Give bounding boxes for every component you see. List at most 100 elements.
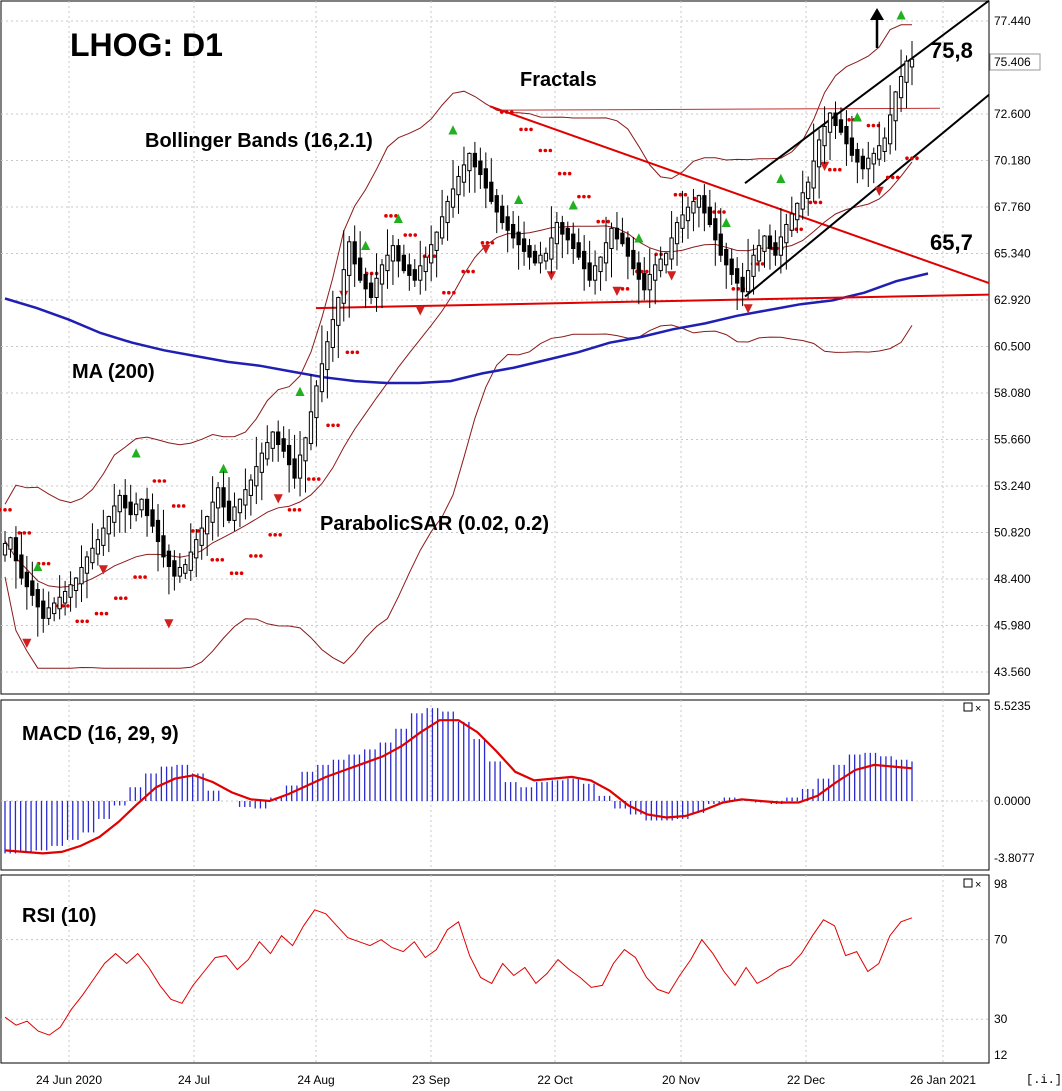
candle-body xyxy=(188,551,193,571)
sar-dot xyxy=(99,611,104,616)
candle-body xyxy=(620,232,625,245)
sar-dot xyxy=(562,171,567,176)
sar-dot xyxy=(408,233,413,237)
scroll-end-icon[interactable]: [.i.] xyxy=(1026,1073,1062,1087)
ma200-line xyxy=(4,272,929,385)
candle-body xyxy=(773,242,778,256)
fractal-down-icon: ▼ xyxy=(612,284,622,298)
candle-body xyxy=(565,227,570,241)
price-tick-label: 65.340 xyxy=(994,247,1031,261)
rsi-tick-label: 70 xyxy=(994,933,1008,947)
candle-body xyxy=(833,112,838,127)
candle-body xyxy=(308,411,314,445)
grid-layer xyxy=(1,1,989,1063)
sar-dot xyxy=(181,504,186,508)
sar-dot xyxy=(152,479,157,483)
candle-body xyxy=(860,155,865,170)
candle-body xyxy=(767,235,773,250)
candle-body xyxy=(325,341,330,371)
sar-dot xyxy=(461,269,465,274)
target-label: 75,8 xyxy=(930,38,973,63)
rsi-close-icon[interactable]: × xyxy=(975,879,981,891)
candle-body xyxy=(112,505,117,523)
candle-body xyxy=(68,584,73,598)
fractal-up-icon: ▲ xyxy=(569,197,579,211)
candle-body xyxy=(521,238,527,252)
macd-tick-label: 5.5235 xyxy=(994,699,1031,713)
sar-dot xyxy=(292,508,297,512)
sar-dot xyxy=(143,575,147,579)
candle-body xyxy=(647,273,652,291)
sar-dot xyxy=(543,148,548,153)
candle-body xyxy=(800,192,805,210)
sar-dot xyxy=(808,200,813,205)
candle-body xyxy=(680,214,685,229)
sar-dot xyxy=(85,619,89,624)
candle-body xyxy=(286,444,292,466)
candle-body xyxy=(368,282,374,299)
fractal-up-icon: ▲ xyxy=(295,384,305,398)
candle-body xyxy=(609,227,614,250)
price-tick-label: 67.760 xyxy=(994,200,1031,214)
sar-label: ParabolicSAR (0.02, 0.2) xyxy=(320,513,549,535)
fractal-down-icon: ▼ xyxy=(547,268,557,282)
candle-body xyxy=(358,257,363,281)
sar-dot xyxy=(278,533,282,537)
price-tick-label: 43.560 xyxy=(994,665,1031,679)
macd-close-icon[interactable]: × xyxy=(975,703,981,715)
fractal-up-icon: ▲ xyxy=(132,445,142,459)
candle-body xyxy=(62,590,68,604)
rsi-window-button[interactable] xyxy=(963,878,973,888)
candle-body xyxy=(429,244,434,264)
candle-body xyxy=(374,277,379,299)
candle-body xyxy=(653,264,658,281)
candle-body xyxy=(762,235,767,252)
sar-dot xyxy=(866,123,871,128)
sar-dot xyxy=(113,596,118,601)
price-tick-label: 53.240 xyxy=(994,479,1031,493)
candle-body xyxy=(702,195,707,214)
candle-body xyxy=(877,145,882,160)
sar-dot xyxy=(215,557,220,562)
sar-dot xyxy=(268,533,272,537)
price-tick-label: 70.180 xyxy=(994,154,1031,168)
candle-body xyxy=(685,206,691,222)
sar-dot xyxy=(46,561,51,566)
macd-tick-label: 0.0000 xyxy=(994,794,1031,808)
candle-body xyxy=(614,227,620,240)
candle-body xyxy=(888,114,893,145)
price-tick-label: 58.080 xyxy=(994,386,1031,400)
candle-body xyxy=(450,188,456,208)
candle-body xyxy=(636,262,641,280)
sar-dot xyxy=(833,167,837,172)
fractal-high-line xyxy=(499,107,941,111)
sar-dot xyxy=(731,287,736,291)
fractal-up-icon: ▲ xyxy=(219,460,229,474)
sar-dot xyxy=(123,596,128,601)
candle-body xyxy=(265,442,270,460)
price-tick-label: 62.920 xyxy=(994,293,1031,307)
candle-body xyxy=(827,112,833,133)
up-arrow-head-icon xyxy=(870,8,884,20)
candle-body xyxy=(855,149,860,163)
candle-body xyxy=(816,139,822,168)
candle-body xyxy=(363,273,368,290)
candle-body xyxy=(871,152,876,165)
candle-body xyxy=(166,550,172,568)
sar-dot xyxy=(538,148,543,153)
candle-body xyxy=(144,498,150,517)
fractal-up-icon: ▲ xyxy=(896,7,906,21)
macd-layer xyxy=(4,708,913,855)
macd-tick-label: -3.8077 xyxy=(994,851,1035,865)
axis-layer: 77.440 72.600 70.180 67.760 65.340 62.920 60.5… xyxy=(36,14,1035,1087)
candle-body xyxy=(740,276,745,293)
fractal-down-icon: ▼ xyxy=(164,616,174,630)
sar-dot xyxy=(66,604,70,608)
sar-dot xyxy=(519,127,523,132)
sar-dot xyxy=(239,571,244,576)
candle-body xyxy=(46,607,51,619)
fractals-label: Fractals xyxy=(520,69,597,91)
sar-dot xyxy=(75,619,79,624)
macd-window-button[interactable] xyxy=(963,702,973,712)
candle-body xyxy=(806,181,811,200)
